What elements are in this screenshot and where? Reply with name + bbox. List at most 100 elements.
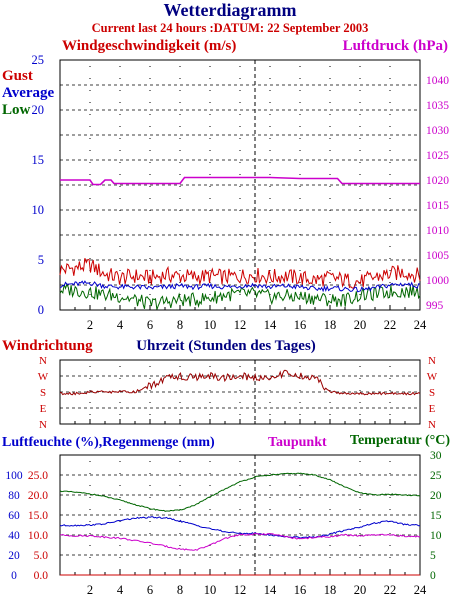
- climate-panel-grid-dot: [299, 521, 301, 522]
- wind-panel-grid-dot: [209, 90, 211, 91]
- wind-panel-grid-dot: [299, 138, 301, 139]
- winddir-panel-grid-dot: [119, 414, 121, 415]
- wind-panel-grid-dot: [329, 270, 331, 271]
- wind-panel-grid-dot: [89, 282, 91, 283]
- wind-panel-grid-dot: [89, 294, 91, 295]
- winddir-panel-grid-dot: [89, 402, 91, 403]
- wind-panel-grid-dot: [269, 186, 271, 187]
- climate-panel-grid-dot: [239, 521, 241, 522]
- wind-panel-grid-dot: [299, 162, 301, 163]
- wind-panel-grid-dot: [179, 174, 181, 175]
- wind-panel-grid-dot: [359, 210, 361, 211]
- wind-x-tick-label: 4: [117, 318, 124, 332]
- wind-panel-grid-dot: [389, 174, 391, 175]
- winddir-panel-grid-dot: [239, 378, 241, 379]
- climate-panel-grid-dot: [119, 533, 121, 534]
- climate-panel-grid-dot: [389, 569, 391, 570]
- wind-panel-grid-dot: [149, 234, 151, 235]
- wind-panel-grid-dot: [239, 138, 241, 139]
- wind-panel-grid-dot: [209, 294, 211, 295]
- wind-panel-grid-dot: [149, 102, 151, 103]
- climate-panel-grid-dot: [179, 569, 181, 570]
- humidity-y-tick-label: 40: [8, 530, 20, 542]
- winddir-right-tick-label: W: [427, 371, 438, 383]
- climate-panel-grid-dot: [329, 557, 331, 558]
- pressure-y-tick-label: 1010: [426, 225, 449, 237]
- climate-panel-grid-dot: [149, 545, 151, 546]
- legend-low: Low: [2, 102, 31, 118]
- wind-panel-grid-dot: [89, 198, 91, 199]
- winddir-panel-grid-dot: [179, 366, 181, 367]
- winddir-panel-grid-dot: [269, 390, 271, 391]
- temperature-y-tick-label: 15: [430, 510, 442, 522]
- wind-panel-grid-dot: [329, 282, 331, 283]
- wind-y-tick-label: 15: [32, 153, 45, 167]
- wind-panel-grid-dot: [89, 174, 91, 175]
- climate-panel-grid-dot: [179, 533, 181, 534]
- wind-panel-grid-dot: [119, 114, 121, 115]
- wind-panel-grid-dot: [209, 174, 211, 175]
- climate-panel-grid-dot: [269, 557, 271, 558]
- climate-x-tick-label: 2: [87, 583, 93, 597]
- winddir-panel-grid-dot: [119, 366, 121, 367]
- humidity-y-tick-label: 100: [5, 470, 23, 482]
- wind-panel-grid-dot: [389, 210, 391, 211]
- wind-panel-grid-dot: [239, 162, 241, 163]
- wind-panel-grid-dot: [329, 138, 331, 139]
- pressure-y-tick-label: 1040: [426, 75, 449, 87]
- climate-panel-grid-dot: [239, 461, 241, 462]
- climate-panel-grid-dot: [209, 461, 211, 462]
- winddir-panel-grid-dot: [359, 378, 361, 379]
- wind-panel-grid-dot: [239, 186, 241, 187]
- wind-panel-grid-dot: [239, 66, 241, 67]
- climate-panel-grid-dot: [269, 521, 271, 522]
- wind-panel-grid-dot: [269, 114, 271, 115]
- wind-panel-grid-dot: [119, 162, 121, 163]
- winddir-panel-grid-dot: [209, 402, 211, 403]
- wind-panel-grid-dot: [119, 138, 121, 139]
- wind-panel-grid-dot: [209, 210, 211, 211]
- wind-panel-grid-dot: [89, 246, 91, 247]
- pressure-y-tick-label: 995: [426, 300, 444, 312]
- climate-x-tick-label: 10: [204, 583, 217, 597]
- wind-panel-grid-dot: [329, 210, 331, 211]
- climate-panel-grid-dot: [269, 509, 271, 510]
- winddir-panel-grid-dot: [359, 402, 361, 403]
- wind-panel-grid-dot: [359, 138, 361, 139]
- wind-panel-grid-dot: [209, 234, 211, 235]
- wind-panel-grid-dot: [119, 246, 121, 247]
- climate-x-tick-label: 14: [264, 583, 277, 597]
- wind-panel-grid-dot: [269, 198, 271, 199]
- winddir-right-tick-label: N: [428, 419, 436, 431]
- wind-panel-grid-dot: [89, 102, 91, 103]
- climate-panel-grid-dot: [209, 521, 211, 522]
- wind-panel-grid-dot: [389, 258, 391, 259]
- wind-panel-grid-dot: [149, 210, 151, 211]
- wind-panel-grid-dot: [89, 222, 91, 223]
- winddir-panel-grid-dot: [89, 378, 91, 379]
- climate-panel-grid-dot: [329, 485, 331, 486]
- climate-panel-grid-dot: [359, 473, 361, 474]
- wind-panel-grid-dot: [179, 234, 181, 235]
- climate-panel-grid-dot: [299, 497, 301, 498]
- winddir-panel-grid-dot: [329, 378, 331, 379]
- winddir-panel-grid-dot: [119, 390, 121, 391]
- wind-x-tick-label: 8: [177, 318, 183, 332]
- wind-y-tick-label: 0: [38, 303, 44, 317]
- wind-panel-grid-dot: [329, 90, 331, 91]
- wind-x-tick-label: 10: [204, 318, 217, 332]
- wind-panel-grid-dot: [149, 150, 151, 151]
- wind-panel-grid-dot: [209, 102, 211, 103]
- winddir-series-line: [60, 369, 421, 396]
- climate-panel-grid-dot: [239, 557, 241, 558]
- wind-panel-grid-dot: [239, 258, 241, 259]
- climate-panel-grid-dot: [299, 533, 301, 534]
- winddir-right-tick-label: N: [428, 355, 436, 367]
- winddir-panel-grid-dot: [149, 390, 151, 391]
- wind-panel-grid-dot: [239, 114, 241, 115]
- wind-panel-grid-dot: [209, 198, 211, 199]
- winddir-panel-grid-dot: [299, 378, 301, 379]
- climate-panel-grid-dot: [359, 497, 361, 498]
- wind-panel-grid-dot: [149, 282, 151, 283]
- rain-y-tick-label: 25.0: [28, 470, 48, 482]
